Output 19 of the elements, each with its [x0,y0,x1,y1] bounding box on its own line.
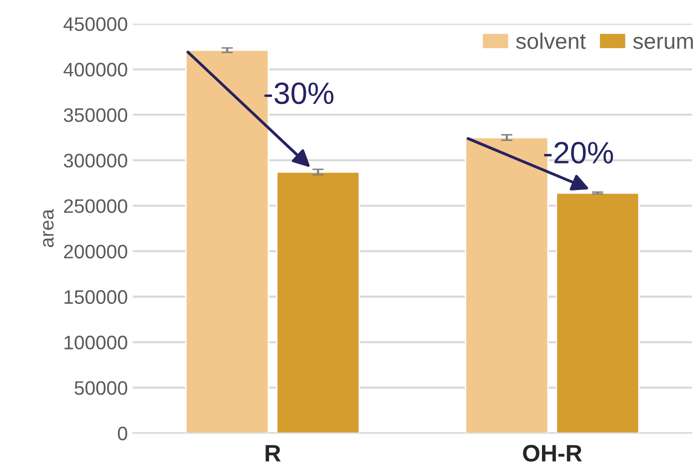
y-tick-label: 50000 [74,381,128,395]
y-tick-label: 300000 [64,154,128,168]
bar [556,192,640,434]
y-tick-label: 150000 [64,290,128,304]
x-tick-label: OH-R [523,444,582,462]
y-tick-label: 100000 [64,336,128,350]
y-tick-label: 400000 [64,62,128,77]
y-axis-title: area [43,209,54,248]
x-tick-label: R [266,445,281,462]
y-tick-label: 200000 [64,244,128,258]
bar [276,171,360,434]
annotation: -20% [544,142,614,164]
legend-label: solvent [516,32,586,50]
y-tick-label: 350000 [64,108,128,122]
y-tick-label: 250000 [64,199,128,213]
annotation: -30% [264,82,334,104]
y-tick-label: 0 [118,426,128,440]
legend-label: serum [633,36,693,50]
y-tick-label: 450000 [64,17,128,32]
